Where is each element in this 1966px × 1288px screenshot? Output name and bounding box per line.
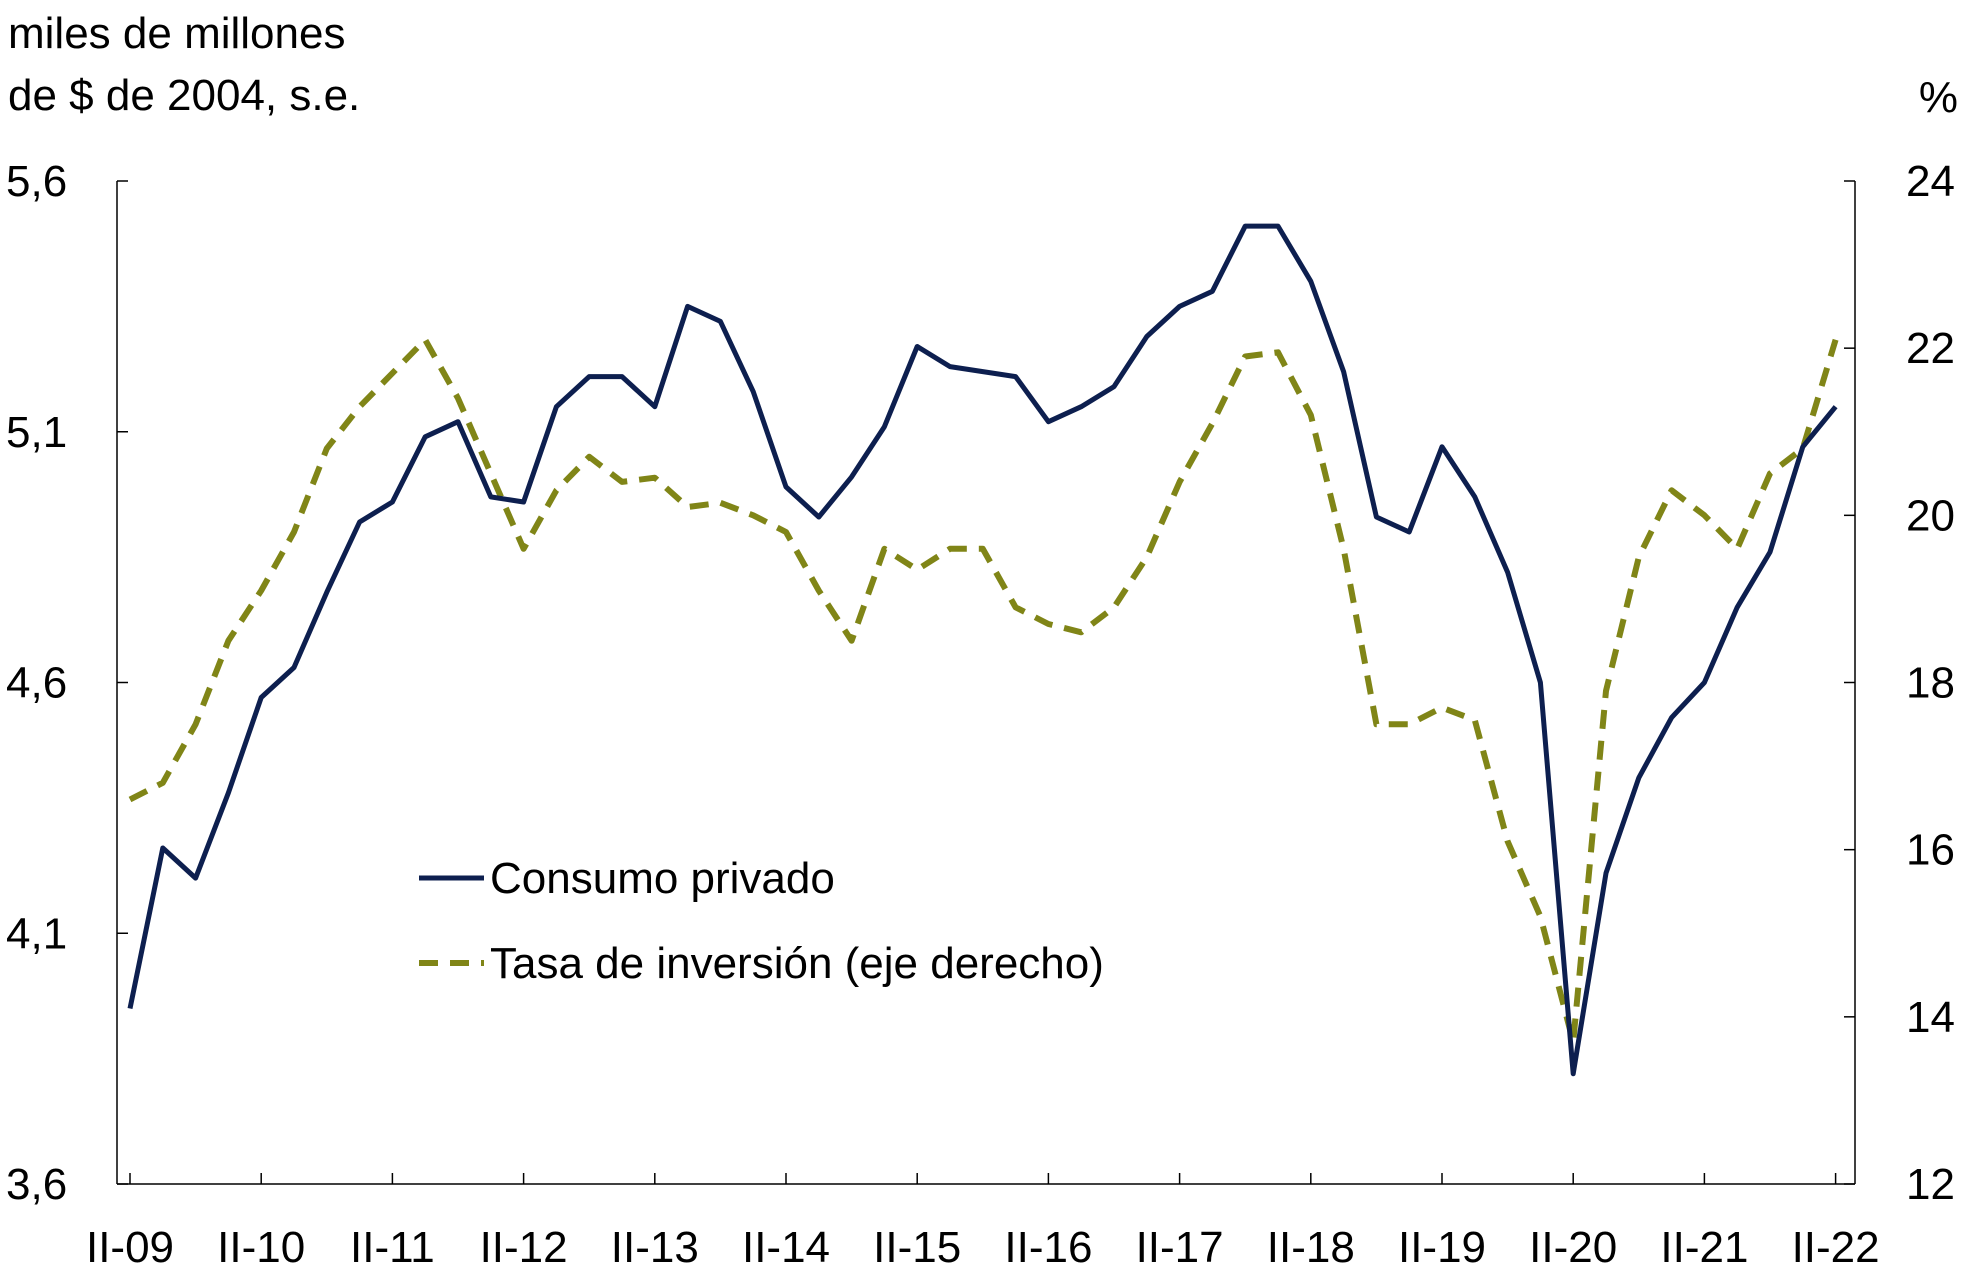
x-axis-ticks: II-09 II-10 II-11 II-12 II-13 II-14 II-15 II-16…: [86, 1173, 1880, 1272]
right-axis-tick-label: 12: [1906, 1160, 1955, 1209]
right-axis-tick-label: 22: [1906, 324, 1955, 373]
legend-label-consumo-privado: Consumo privado: [490, 854, 835, 903]
left-axis-unit-line-1: miles de millones: [8, 9, 345, 58]
right-axis-tick-label: 16: [1906, 826, 1955, 875]
left-axis-ticks: 3,6 4,1 4,6 5,1 5,6: [6, 157, 128, 1209]
x-axis-tick-label: II-20: [1529, 1223, 1617, 1272]
x-axis-tick-label: II-11: [350, 1223, 435, 1272]
x-axis-tick-label: II-12: [480, 1223, 568, 1272]
legend: Consumo privado Tasa de inversión (eje d…: [419, 854, 1104, 988]
left-axis-tick-label: 4,6: [6, 659, 67, 708]
right-axis-ticks: 12 14 16 18 20 22 24: [1844, 157, 1955, 1209]
x-axis-tick-label: II-18: [1267, 1223, 1355, 1272]
right-axis-tick-label: 18: [1906, 659, 1955, 708]
x-axis-tick-label: II-19: [1398, 1223, 1486, 1272]
x-axis-tick-label: II-15: [873, 1223, 961, 1272]
series-line-tasa-de-inversion: [128, 336, 1839, 1045]
right-axis-unit: %: [1919, 73, 1958, 122]
x-axis-tick-label: II-21: [1660, 1223, 1748, 1272]
legend-label-tasa-de-inversion: Tasa de inversión (eje derecho): [490, 939, 1104, 988]
left-axis-unit-line-2: de $ de 2004, s.e.: [8, 71, 360, 120]
x-axis-tick-label: II-22: [1792, 1223, 1880, 1272]
x-axis-tick-label: II-17: [1136, 1223, 1224, 1272]
left-axis-tick-label: 4,1: [6, 909, 67, 958]
left-axis-tick-label: 3,6: [6, 1160, 67, 1209]
x-axis-tick-label: II-13: [611, 1223, 699, 1272]
right-axis-tick-label: 14: [1906, 993, 1955, 1042]
left-axis-tick-label: 5,1: [6, 408, 67, 457]
series-line-consumo-privado: [127, 223, 1838, 1077]
x-axis-tick-label: II-14: [742, 1223, 830, 1272]
right-axis-tick-label: 24: [1906, 157, 1955, 206]
right-axis-tick-label: 20: [1906, 491, 1955, 540]
x-axis-tick-label: II-16: [1004, 1223, 1092, 1272]
x-axis-tick-label: II-10: [217, 1223, 305, 1272]
left-axis-tick-label: 5,6: [6, 157, 67, 206]
x-axis-tick-label: II-09: [86, 1223, 174, 1272]
